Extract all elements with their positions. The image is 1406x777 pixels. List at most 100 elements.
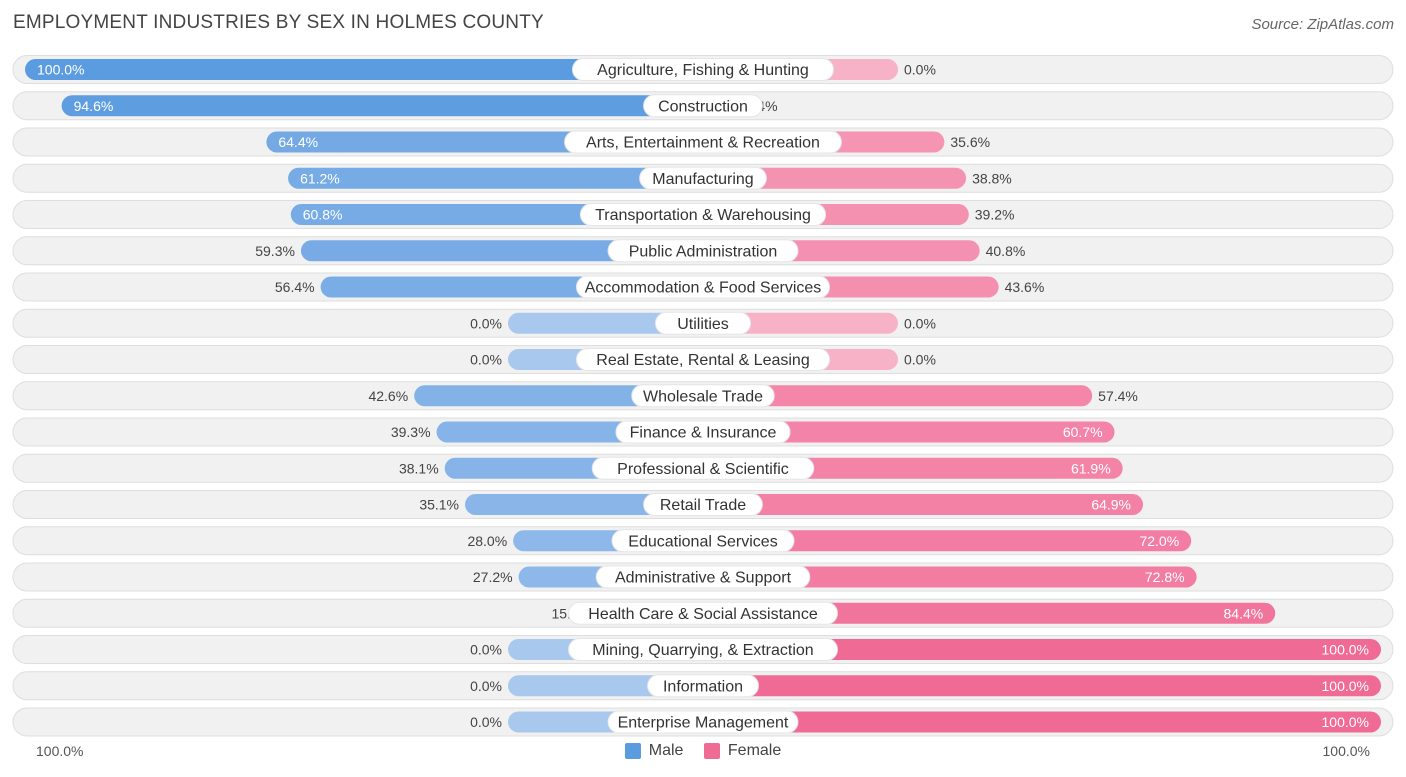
category-label: Health Care & Social Assistance <box>588 606 818 623</box>
category-pill <box>611 529 795 553</box>
value-label-female: 57.4% <box>1098 388 1138 404</box>
category-label: Utilities <box>677 316 729 333</box>
bar-female <box>703 566 1197 588</box>
category-pill <box>639 166 767 190</box>
legend: Male Female <box>0 742 1406 764</box>
bar-female <box>703 530 1192 552</box>
category-label: Manufacturing <box>652 171 753 188</box>
bar-male <box>414 385 703 407</box>
category-pill <box>575 348 831 371</box>
category-label: Enterprise Management <box>618 715 789 732</box>
value-label-female: 100.0% <box>1322 714 1369 730</box>
value-label-male: 0.0% <box>470 642 502 658</box>
category-label: Wholesale Trade <box>643 388 763 405</box>
bar-female <box>703 711 1381 733</box>
value-label-female: 100.0% <box>1322 642 1369 658</box>
value-label-male: 94.6% <box>74 98 114 114</box>
category-pill <box>591 456 815 480</box>
value-label-female: 40.8% <box>986 243 1026 259</box>
value-label-male: 35.1% <box>419 497 459 513</box>
value-label-male: 0.0% <box>470 678 502 694</box>
value-label-male: 27.2% <box>473 569 513 585</box>
value-label-female: 35.6% <box>950 134 990 150</box>
legend-swatch-male <box>624 743 641 759</box>
value-label-male: 0.0% <box>470 352 502 368</box>
axis-left-label: 100.0% <box>36 743 84 759</box>
category-label: Administrative & Support <box>615 570 792 587</box>
plot-area: 100.0% 0.0% Agriculture, Fishing & Hunting… <box>12 55 1394 737</box>
bar-male <box>288 167 703 189</box>
legend-label-female: Female <box>727 742 782 759</box>
category-label: Transportation & Warehousing <box>595 207 811 224</box>
bar-female <box>703 675 1381 697</box>
category-pill <box>643 493 763 516</box>
bar-male <box>465 494 703 515</box>
category-label: Agriculture, Fishing & Hunting <box>597 62 809 79</box>
category-pill <box>579 203 827 226</box>
category-label: Information <box>663 678 743 695</box>
bar-male <box>300 240 703 262</box>
legend-item-male[interactable]: Male <box>624 742 684 760</box>
value-label-female: 43.6% <box>1005 279 1045 295</box>
category-pill <box>607 710 799 734</box>
value-label-female: 100.0% <box>1322 678 1369 694</box>
category-pill <box>575 275 831 299</box>
category-pill <box>615 420 791 444</box>
category-label: Mining, Quarrying, & Extraction <box>592 642 813 659</box>
category-label: Real Estate, Rental & Leasing <box>596 352 809 369</box>
value-label-male: 0.0% <box>470 315 502 331</box>
value-label-female: 39.2% <box>975 207 1015 223</box>
value-label-female: 0.0% <box>904 62 936 78</box>
bar-male <box>508 312 703 334</box>
bar-male <box>61 95 703 117</box>
source-label: Source: ZipAtlas.com <box>1251 16 1394 33</box>
category-pill <box>568 638 838 661</box>
value-label-female: 0.0% <box>904 315 936 331</box>
value-label-male: 56.4% <box>275 279 315 295</box>
bar-female <box>703 167 967 189</box>
bar-male <box>25 59 703 80</box>
category-pill <box>631 384 775 408</box>
category-label: Accommodation & Food Services <box>585 280 822 297</box>
value-label-male: 38.1% <box>399 460 439 476</box>
category-pill <box>643 94 763 118</box>
value-label-male: 64.4% <box>278 134 318 150</box>
category-label: Public Administration <box>629 243 778 260</box>
category-pill <box>607 239 799 263</box>
category-pill <box>647 674 759 698</box>
category-label: Finance & Insurance <box>630 425 777 442</box>
legend-swatch-female <box>703 743 720 759</box>
value-label-male: 42.6% <box>368 388 408 404</box>
value-label-male: 59.3% <box>255 243 295 259</box>
category-pill <box>564 130 842 154</box>
bar-female <box>703 312 898 334</box>
legend-label-male: Male <box>648 742 684 759</box>
bar-female <box>703 602 1276 624</box>
value-label-female: 61.9% <box>1071 460 1111 476</box>
value-label-female: 84.4% <box>1224 605 1264 621</box>
category-label: Retail Trade <box>660 497 746 514</box>
category-pill <box>572 58 834 81</box>
value-label-female: 72.8% <box>1145 569 1185 585</box>
category-label: Educational Services <box>628 533 777 550</box>
category-pill <box>595 565 811 589</box>
axis-right-label: 100.0% <box>1322 743 1370 759</box>
category-label: Construction <box>658 98 748 115</box>
category-label: Arts, Entertainment & Recreation <box>586 135 820 152</box>
value-label-female: 72.0% <box>1139 533 1179 549</box>
value-label-female: 64.9% <box>1091 497 1131 513</box>
value-label-male: 61.2% <box>300 170 340 186</box>
legend-item-female[interactable]: Female <box>703 742 782 760</box>
value-label-female: 0.0% <box>904 352 936 368</box>
value-label-female: 38.8% <box>972 170 1012 186</box>
value-label-male: 100.0% <box>37 62 84 78</box>
category-pill <box>654 311 752 335</box>
value-label-male: 39.3% <box>391 424 431 440</box>
category-pill <box>568 601 838 625</box>
bar-female <box>703 421 1115 443</box>
bar-female <box>703 494 1144 515</box>
value-label-female: 60.7% <box>1063 424 1103 440</box>
value-label-male: 60.8% <box>303 207 343 223</box>
value-label-male: 0.0% <box>470 714 502 730</box>
